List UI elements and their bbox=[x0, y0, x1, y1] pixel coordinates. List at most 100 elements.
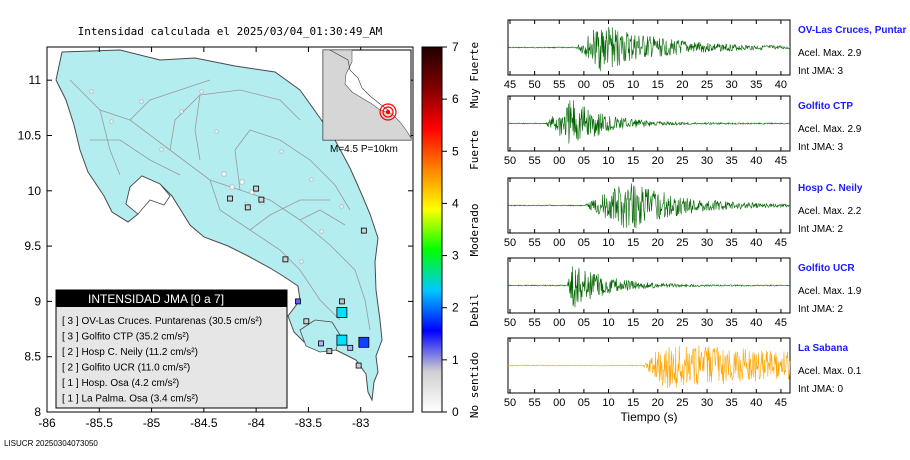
waveform-xtick-label: 40 bbox=[750, 317, 762, 329]
waveform-xtick-label: 05 bbox=[578, 155, 590, 167]
waveform-intensity-label: Int JMA: 3 bbox=[798, 142, 843, 153]
colorbar-category: Moderado bbox=[468, 204, 481, 257]
waveform-xtick-label: 20 bbox=[652, 317, 664, 329]
station-marker bbox=[303, 318, 310, 325]
waveform-panel: 45 50 55 00 05 10 15 20 25 30 35 40 OV-Las Cruces, P… bbox=[504, 19, 906, 91]
station-marker bbox=[347, 344, 354, 351]
waveform-xtick-label: 15 bbox=[627, 237, 639, 249]
waveform-xtick-label: 00 bbox=[553, 237, 565, 249]
waveform-xtick-label: 05 bbox=[602, 79, 614, 91]
waveform-xtick-label: 05 bbox=[578, 317, 590, 329]
waveform-panel: 50 55 00 05 10 15 20 25 30 35 40 45 Golfito UCR Acel.… bbox=[504, 257, 862, 329]
map-ytick-label: 10.5 bbox=[18, 128, 42, 142]
waveform-xtick-label: 25 bbox=[676, 317, 688, 329]
legend-title-bar bbox=[56, 290, 287, 307]
map-ytick-label: 8 bbox=[34, 405, 41, 419]
map-xtick-label: -84 bbox=[247, 416, 265, 430]
colorbar-category: Muy Fuerte bbox=[468, 42, 481, 108]
waveform-accel-label: Acel. Max. 0.1 bbox=[798, 366, 862, 377]
waveform-accel-label: Acel. Max. 2.9 bbox=[798, 124, 862, 135]
waveform-trace bbox=[507, 345, 791, 389]
footer-id: LISUCR 20250304073050 bbox=[4, 439, 98, 448]
waveform-xtick-label: 25 bbox=[701, 79, 713, 91]
waveform-xtick-label: 15 bbox=[627, 317, 639, 329]
waveform-xtick-label: 25 bbox=[676, 397, 688, 409]
colorbar-tick-label: 5 bbox=[452, 144, 459, 158]
station-marker bbox=[360, 227, 367, 234]
waveform-accel-label: Acel. Max. 2.9 bbox=[798, 48, 862, 59]
map-xtick-label: -83.5 bbox=[295, 416, 323, 430]
waveform-xtick-label: 20 bbox=[652, 155, 664, 167]
legend-entry: [ 2 ] Golfito UCR (11.0 cm/s²) bbox=[62, 363, 190, 374]
waveform-xtick-label: 05 bbox=[578, 237, 590, 249]
waveform-xtick-label: 45 bbox=[775, 317, 787, 329]
waveform-xtick-label: 00 bbox=[553, 317, 565, 329]
colorbar-tick-label: 3 bbox=[452, 249, 459, 263]
waveform-station-name: Golfito UCR bbox=[798, 263, 855, 274]
waveform-station-name: La Sabana bbox=[798, 343, 848, 354]
colorbar-category: Debil bbox=[468, 293, 481, 326]
waveform-station-name: OV-Las Cruces, Puntar bbox=[798, 25, 906, 36]
station-marker bbox=[295, 298, 301, 305]
colorbar-category: Fuerte bbox=[468, 130, 481, 170]
waveform-xtick-label: 30 bbox=[701, 317, 713, 329]
waveform-xtick-label: 40 bbox=[750, 155, 762, 167]
waveform-xtick-label: 45 bbox=[775, 397, 787, 409]
station-marker bbox=[336, 334, 348, 346]
waveform-xtick-label: 50 bbox=[504, 397, 516, 409]
legend-entry: [ 3 ] OV-Las Cruces. Puntarenas (30.5 cm… bbox=[62, 316, 262, 327]
waveform-intensity-label: Int JMA: 3 bbox=[798, 66, 843, 77]
legend-entry: [ 1 ] Hosp. Osa (4.2 cm/s²) bbox=[62, 378, 179, 389]
waveform-xtick-label: 25 bbox=[676, 237, 688, 249]
waveform-xtick-label: 25 bbox=[676, 155, 688, 167]
waveform-trace bbox=[507, 100, 791, 144]
station-marker bbox=[355, 362, 362, 369]
station-markers bbox=[227, 185, 370, 369]
colorbar: 0 1 2 3 4 5 6 7 No sentido Debil Moderado Fuerte Mu… bbox=[421, 40, 481, 419]
station-marker bbox=[282, 256, 289, 263]
waveform-accel-label: Acel. Max. 2.2 bbox=[798, 206, 862, 217]
map-axes: -86 -85.5 -85 -84.5 -84 -83.5 -83 8 8.5 9 9.5 10 10.… bbox=[18, 47, 413, 430]
map-xtick-label: -83 bbox=[352, 416, 370, 430]
waveform-accel-label: Acel. Max. 1.9 bbox=[798, 286, 862, 297]
waveform-xtick-label: 35 bbox=[726, 397, 738, 409]
waveform-xtick-label: 30 bbox=[726, 79, 738, 91]
legend-entry: [ 3 ] Golfito CTP (35.2 cm/s²) bbox=[62, 332, 189, 343]
station-marker bbox=[244, 204, 251, 211]
waveform-xtick-label: 35 bbox=[726, 237, 738, 249]
waveform-xtick-label: 35 bbox=[750, 79, 762, 91]
legend-box bbox=[55, 289, 288, 409]
waveform-panel: 50 55 00 05 10 15 20 25 30 35 40 45 Golfito CTP Acel.… bbox=[504, 95, 862, 167]
station-marker bbox=[338, 298, 345, 305]
map-xtick-label: -86 bbox=[38, 416, 56, 430]
waveform-xtick-label: 45 bbox=[775, 155, 787, 167]
waveform-xtick-label: 20 bbox=[652, 397, 664, 409]
station-marker bbox=[258, 196, 265, 203]
waveform-panels: 45 50 55 00 05 10 15 20 25 30 35 40 OV-Las Cruces, P… bbox=[504, 19, 906, 424]
station-marker bbox=[227, 195, 233, 202]
waveform-xtick-label: 10 bbox=[602, 397, 614, 409]
colorbar-tick-label: 1 bbox=[452, 353, 459, 367]
waveform-station-name: Hosp C. Neily bbox=[798, 183, 863, 194]
waveform-xtick-label: 40 bbox=[775, 79, 787, 91]
map-title: Intensidad calculada el 2025/03/04_01:30… bbox=[78, 25, 383, 38]
waveform-xtick-label: 45 bbox=[504, 79, 516, 91]
waveform-xtick-label: 00 bbox=[553, 155, 565, 167]
colorbar-tick-label: 4 bbox=[452, 196, 459, 210]
waveform-trace bbox=[507, 183, 791, 229]
waveform-xtick-label: 10 bbox=[602, 317, 614, 329]
waveform-intensity-label: Int JMA: 0 bbox=[798, 384, 843, 395]
waveform-xtick-label: 35 bbox=[726, 155, 738, 167]
map-ytick-label: 11 bbox=[29, 73, 42, 87]
waveform-xtick-label: 50 bbox=[504, 317, 516, 329]
road-network bbox=[69, 79, 371, 331]
station-marker bbox=[358, 336, 370, 348]
colorbar-bar bbox=[421, 46, 443, 413]
waveform-xtick-label: 50 bbox=[529, 79, 541, 91]
waveform-intensity-label: Int JMA: 2 bbox=[798, 304, 843, 315]
waveform-xtick-label: 40 bbox=[750, 397, 762, 409]
waveform-xtick-label: 20 bbox=[676, 79, 688, 91]
legend-title: INTENSIDAD JMA [0 a 7] bbox=[88, 292, 224, 306]
waveform-xtick-label: 15 bbox=[627, 397, 639, 409]
waveform-xtick-label: 35 bbox=[726, 317, 738, 329]
